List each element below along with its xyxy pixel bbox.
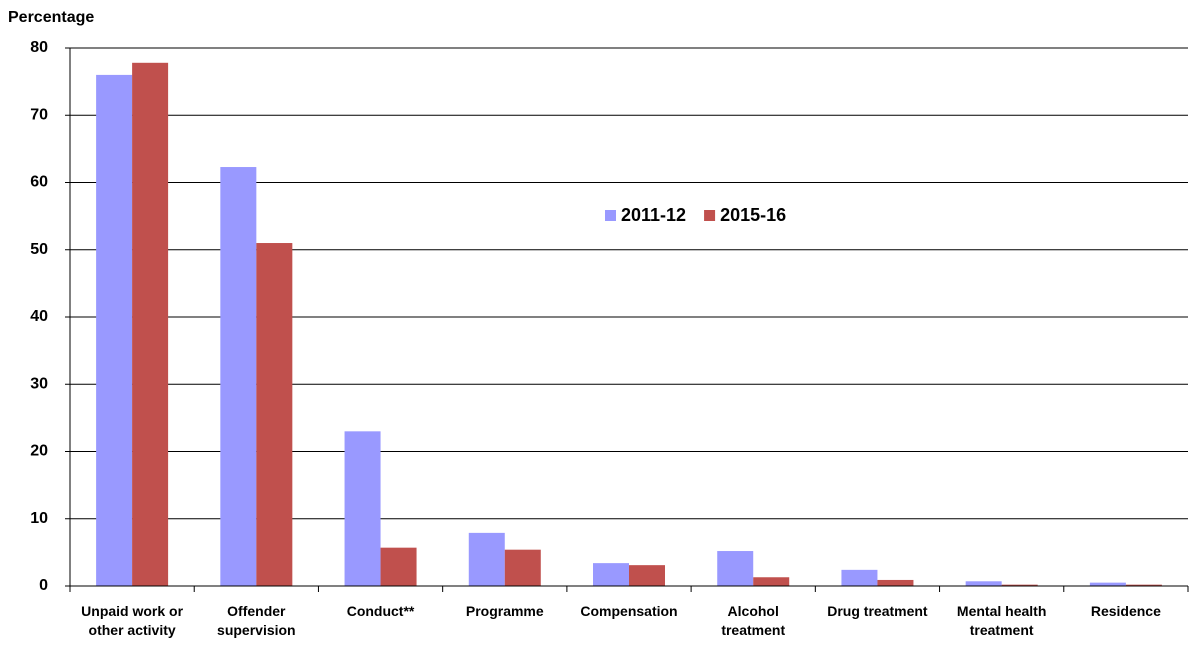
y-tick-label: 40 [30, 308, 48, 325]
y-tick-label: 50 [30, 241, 48, 258]
y-tick-label: 60 [30, 174, 48, 191]
y-tick-label: 70 [30, 106, 48, 123]
x-tick-label: Unpaid work or other activity [81, 603, 184, 638]
bar [877, 579, 914, 586]
bar [965, 581, 1002, 586]
bar [629, 565, 665, 586]
bar [1125, 584, 1162, 586]
x-tick-label: Conduct** [346, 603, 415, 619]
x-tick-label: Compensation [580, 603, 678, 619]
bar [468, 532, 505, 586]
bar [96, 74, 133, 587]
y-tick-label: 10 [30, 510, 48, 527]
bar [132, 62, 169, 587]
x-tick-label: Mental health treatment [956, 603, 1047, 638]
bar [380, 547, 417, 586]
x-tick-label: Residence [1090, 603, 1161, 619]
bar [220, 167, 257, 586]
x-tick-label: Offender supervision [217, 603, 296, 638]
x-tick-label: Alcohol treatment [721, 603, 786, 638]
x-tick-label: Programme [465, 603, 544, 619]
y-tick-label: 30 [30, 375, 48, 392]
legend-label: 2015-16 [720, 205, 786, 225]
legend-swatch [605, 210, 616, 221]
bar [1001, 584, 1038, 586]
bar [593, 563, 629, 586]
bar [1089, 582, 1126, 586]
y-tick-label: 80 [30, 39, 48, 56]
bar [344, 431, 381, 586]
x-tick-label: Drug treatment [827, 603, 928, 619]
y-tick-label: 0 [39, 577, 48, 594]
bar [717, 551, 754, 586]
y-axis-label: Percentage [8, 9, 94, 26]
bar [841, 569, 878, 586]
bar [753, 577, 790, 586]
y-tick-label: 20 [30, 443, 48, 460]
bar [504, 549, 541, 586]
bar [256, 243, 293, 586]
legend-label: 2011-12 [621, 205, 686, 225]
legend-swatch [704, 210, 716, 221]
